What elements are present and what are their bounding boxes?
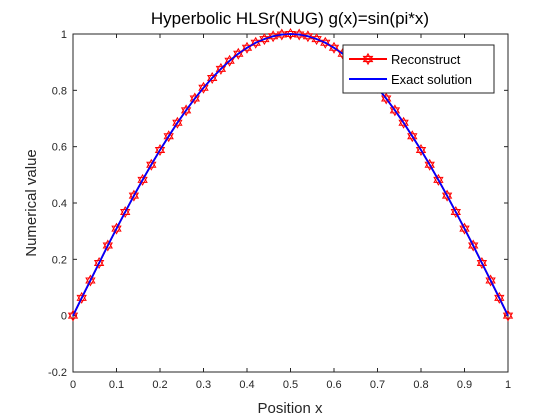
legend-label-exact: Exact solution xyxy=(391,72,472,87)
x-tick-label: 0.1 xyxy=(109,379,124,391)
y-tick-label: 0 xyxy=(61,311,67,323)
y-tick-label: 0.4 xyxy=(52,198,67,210)
data-point-reconstruct xyxy=(476,256,488,270)
legend-label-reconstruct: Reconstruct xyxy=(391,52,461,67)
data-point-reconstruct xyxy=(189,92,200,105)
data-point-reconstruct xyxy=(424,158,435,171)
data-point-reconstruct xyxy=(468,239,479,252)
data-point-reconstruct xyxy=(450,206,461,219)
data-point-reconstruct xyxy=(102,239,113,252)
x-tick-label: 0.9 xyxy=(457,379,472,391)
x-tick-label: 0 xyxy=(70,379,76,391)
x-tick-label: 0.2 xyxy=(152,379,167,391)
data-point-reconstruct xyxy=(93,256,105,270)
x-tick-label: 0.8 xyxy=(413,379,428,391)
legend-marker-reconstruct xyxy=(362,52,374,66)
data-point-reconstruct xyxy=(459,222,470,235)
data-point-reconstruct xyxy=(120,206,131,219)
data-point-reconstruct xyxy=(485,274,496,287)
data-point-reconstruct xyxy=(398,116,409,129)
data-point-reconstruct xyxy=(502,309,514,322)
y-axis-label: Numerical value xyxy=(23,149,40,257)
x-tick-label: 0.4 xyxy=(239,379,254,391)
data-point-reconstruct xyxy=(285,27,296,41)
series-line-exact-overlay xyxy=(72,33,509,316)
x-tick-label: 0.5 xyxy=(283,379,298,391)
x-tick-label: 0.3 xyxy=(196,379,211,391)
data-point-reconstruct xyxy=(294,28,305,41)
data-point-reconstruct xyxy=(433,173,444,186)
data-point-reconstruct xyxy=(111,222,122,235)
x-axis-label: Position x xyxy=(257,400,323,417)
x-tick-label: 1 xyxy=(505,379,511,391)
data-point-reconstruct xyxy=(137,173,148,186)
y-tick-label: 0.2 xyxy=(52,254,67,266)
x-tick-label: 0.7 xyxy=(370,379,385,391)
data-point-reconstruct xyxy=(180,104,192,117)
x-tick-label: 0.6 xyxy=(326,379,341,391)
data-point-reconstruct xyxy=(146,158,157,171)
data-point-reconstruct xyxy=(381,92,392,105)
data-point-reconstruct xyxy=(415,144,427,157)
data-point-reconstruct xyxy=(163,130,174,143)
data-point-reconstruct xyxy=(172,116,183,129)
y-tick-label: 1 xyxy=(61,29,67,41)
legend: Reconstruct Exact solution xyxy=(342,44,495,94)
data-point-reconstruct xyxy=(407,130,418,143)
data-point-reconstruct xyxy=(128,189,140,202)
data-point-reconstruct xyxy=(441,189,453,202)
data-point-reconstruct xyxy=(494,291,505,304)
y-tick-label: 0.8 xyxy=(52,85,67,97)
data-point-reconstruct xyxy=(85,274,96,287)
data-point-reconstruct xyxy=(67,309,79,322)
chart-title: Hyperbolic HLSr(NUG) g(x)=sin(pi*x) xyxy=(151,9,429,28)
data-point-reconstruct xyxy=(76,291,87,304)
y-tick-label: -0.2 xyxy=(48,367,67,379)
data-point-reconstruct xyxy=(276,28,287,41)
data-point-reconstruct xyxy=(154,144,166,157)
data-point-reconstruct xyxy=(198,81,209,94)
y-tick-label: 0.6 xyxy=(52,142,67,154)
data-point-reconstruct xyxy=(389,104,401,117)
y-axis: -0.2 0 0.2 0.4 0.6 0.8 1 xyxy=(48,29,508,379)
legend-box xyxy=(342,44,495,94)
